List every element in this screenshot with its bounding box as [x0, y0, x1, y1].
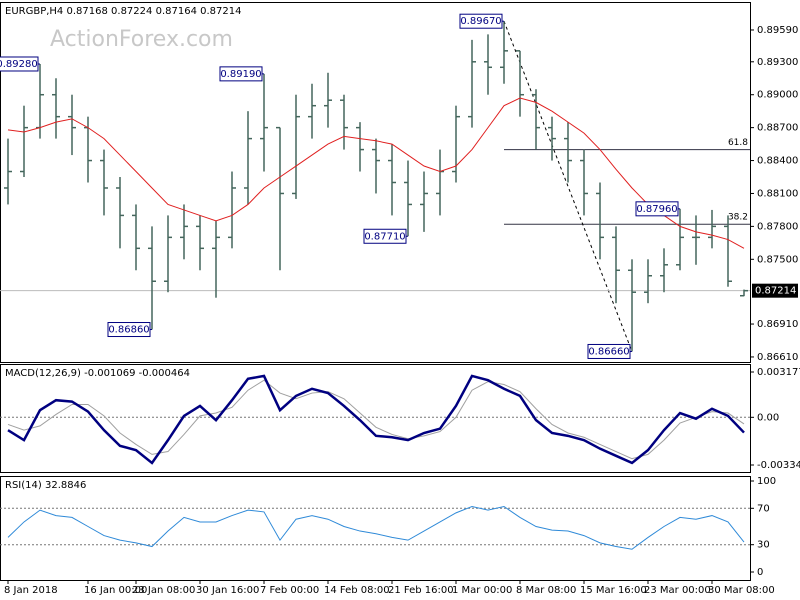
price-annotation: 0.87710 [364, 231, 405, 242]
header-open: 0.87168 [66, 6, 107, 17]
panel-title-text: MACD(12,26,9) [5, 368, 81, 379]
indicator-line [7, 379, 745, 460]
last-price-box [752, 283, 798, 298]
fib-label: 38.2 [728, 213, 748, 223]
x-tick-label: 1 Mar 00:00 [452, 585, 512, 596]
price-annotation: 0.86660 [588, 346, 629, 357]
fib-label: 61.8 [728, 138, 748, 148]
panel-title: MACD(12,26,9) -0.001069 -0.000464 [5, 368, 190, 379]
last-price-label: 0.87214 [755, 286, 796, 297]
x-tick-label: 30 Mar 08:00 [708, 585, 775, 596]
y-tick-label: -0.003344 [757, 460, 800, 471]
indicator-line [7, 374, 745, 465]
y-tick-label: 0.003177 [757, 367, 800, 378]
y-tick-label: 0.87500 [757, 254, 798, 265]
indicator-line [7, 505, 745, 550]
panel-frame [0, 2, 751, 363]
price-annotation: 0.86860 [108, 325, 149, 336]
y-tick-label: 0.88400 [757, 156, 798, 167]
moving-average [7, 97, 745, 249]
panel-frame [0, 364, 751, 473]
x-tick-label: 7 Feb 00:00 [260, 585, 319, 596]
y-tick-label: 0 [757, 567, 763, 578]
panel-title-text: EURGBP,H4 [5, 6, 63, 17]
y-tick-label: 0.87800 [757, 221, 798, 232]
y-tick-label: 0.00 [757, 412, 779, 423]
price-annotation: 0.89280 [0, 59, 38, 70]
header-value: -0.000464 [139, 368, 190, 379]
x-tick-label: 16 Jan 00:00 [84, 585, 147, 596]
y-tick-label: 0.86610 [757, 352, 798, 363]
y-tick-label: 100 [757, 476, 776, 487]
header-close: 0.87214 [200, 6, 241, 17]
y-tick-label: 70 [757, 503, 770, 514]
header-value: -0.001069 [84, 368, 135, 379]
y-tick-label: 0.89000 [757, 90, 798, 101]
x-tick-label: 8 Jan 2018 [4, 585, 58, 596]
price-annotation: 0.89190 [220, 69, 261, 80]
y-tick-label: 0.88100 [757, 188, 798, 199]
trend-line [503, 21, 633, 352]
price-annotation: 0.87960 [636, 204, 677, 215]
panel-title: RSI(14) 32.8846 [5, 480, 86, 491]
x-tick-label: 23 Mar 00:00 [644, 585, 711, 596]
y-tick-label: 0.89300 [757, 57, 798, 68]
x-tick-label: 14 Feb 08:00 [324, 585, 390, 596]
y-tick-label: 30 [757, 540, 770, 551]
panel-frame [0, 476, 751, 581]
watermark: ActionForex.com [50, 27, 233, 52]
x-tick-label: 30 Jan 16:00 [196, 585, 259, 596]
y-tick-label: 0.88700 [757, 123, 798, 134]
header-low: 0.87164 [156, 6, 197, 17]
y-tick-label: 0.86910 [757, 319, 798, 330]
header-high: 0.87224 [111, 6, 152, 17]
x-tick-label: 8 Mar 08:00 [516, 585, 576, 596]
x-tick-label: 21 Feb 16:00 [388, 585, 454, 596]
price-annotation: 0.89670 [460, 16, 501, 27]
x-tick-label: 15 Mar 16:00 [580, 585, 647, 596]
x-tick-label: 23 Jan 08:00 [132, 585, 195, 596]
panel-title: EURGBP,H4 0.87168 0.87224 0.87164 0.8721… [5, 6, 241, 17]
y-tick-label: 0.89590 [757, 25, 798, 36]
panel-title-text: RSI(14) [5, 480, 42, 491]
header-value: 32.8846 [45, 480, 86, 491]
